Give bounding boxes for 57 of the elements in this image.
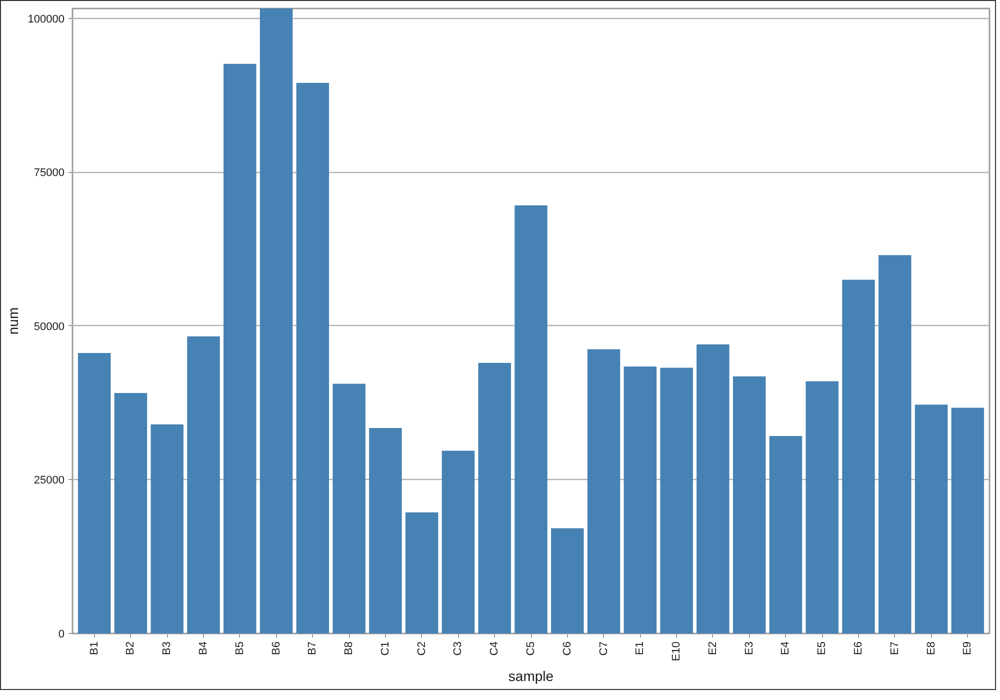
y-tick-label: 0 <box>58 628 65 640</box>
x-tick-label: C7 <box>598 642 610 656</box>
bar <box>514 205 548 634</box>
bar <box>769 436 802 634</box>
x-tick-label: B6 <box>270 641 282 655</box>
x-tick-label: C2 <box>416 642 428 656</box>
bar <box>478 362 511 634</box>
x-tick-label: E1 <box>634 641 646 655</box>
x-tick-label: B8 <box>343 641 356 655</box>
x-tick-label: E6 <box>852 641 864 655</box>
bar <box>732 376 766 634</box>
bar <box>660 368 693 634</box>
bar <box>842 280 875 634</box>
x-tick-label: B4 <box>198 641 210 655</box>
bar <box>442 450 475 634</box>
bar <box>260 8 293 634</box>
y-tick-label: 50000 <box>34 320 65 333</box>
bar <box>224 64 256 634</box>
bar <box>696 344 730 634</box>
x-tick-label: B7 <box>306 641 319 655</box>
x-tick-label: B3 <box>161 641 174 655</box>
x-tick-label: E7 <box>888 641 901 655</box>
x-tick-label: C3 <box>452 642 464 656</box>
x-tick-label: C5 <box>525 642 537 656</box>
bar <box>806 381 838 634</box>
bar <box>624 366 657 634</box>
x-tick-label: E5 <box>816 641 828 655</box>
y-tick-label: 100000 <box>28 13 65 26</box>
y-tick-label: 25000 <box>34 474 65 487</box>
x-tick-label: E9 <box>962 641 974 655</box>
bar <box>332 384 366 634</box>
x-tick-label: B5 <box>234 641 246 655</box>
x-tick-label: E2 <box>706 641 719 655</box>
x-tick-label: C4 <box>488 642 501 656</box>
bar <box>951 408 984 634</box>
bar <box>587 349 620 634</box>
bar <box>296 82 330 634</box>
bar <box>78 352 111 634</box>
bar <box>114 392 148 634</box>
y-tick-label: 75000 <box>34 167 65 180</box>
x-tick-label: E10 <box>670 641 683 662</box>
x-axis-title: sample <box>508 668 554 684</box>
x-tick-label: C1 <box>379 642 392 656</box>
x-tick-label: B1 <box>88 641 100 655</box>
bar <box>150 424 184 634</box>
x-tick-label: B2 <box>124 641 137 655</box>
x-tick-label: E8 <box>925 641 938 655</box>
x-tick-label: E3 <box>743 641 756 655</box>
bar <box>551 528 584 634</box>
bar <box>369 428 402 634</box>
x-tick-label: E4 <box>780 641 792 655</box>
y-axis-title: num <box>4 307 21 335</box>
x-tick-label: C6 <box>561 642 574 656</box>
bar <box>187 336 220 634</box>
bar <box>405 512 438 634</box>
bar <box>878 255 912 634</box>
bar <box>914 404 948 634</box>
